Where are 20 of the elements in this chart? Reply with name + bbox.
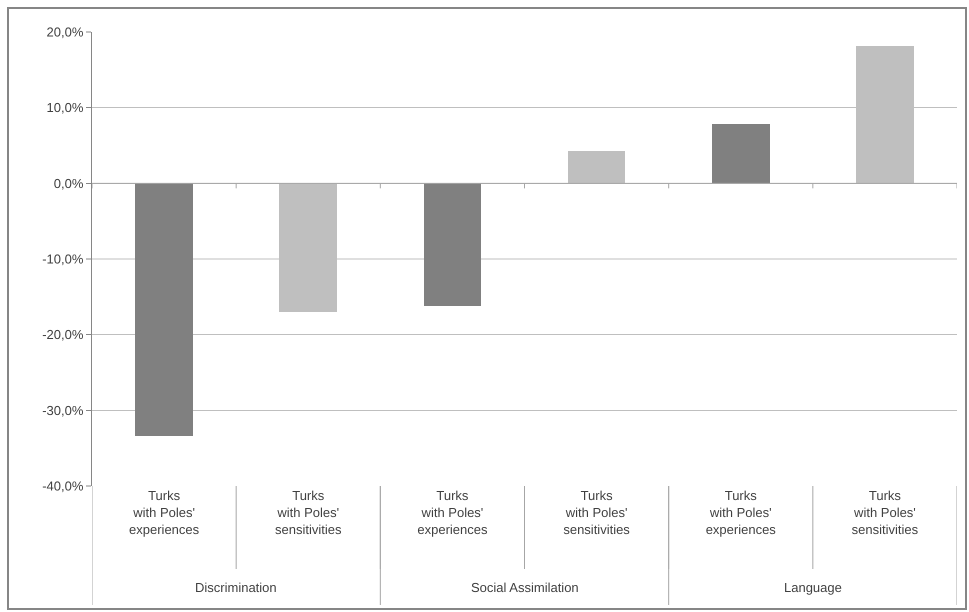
- bar: [712, 124, 770, 183]
- x-tick-label: Turks with Poles' sensitivities: [563, 488, 630, 537]
- y-tick-label: -20,0%: [42, 327, 84, 342]
- y-tick-label: -10,0%: [42, 252, 84, 267]
- text: Social Assimilation: [471, 580, 579, 595]
- y-tick-label: -40,0%: [42, 478, 84, 494]
- y-tick-label: 10,0%: [46, 100, 84, 116]
- text: Language: [784, 580, 842, 595]
- x-tick-label: Turks with Poles' experiences: [129, 488, 200, 537]
- text: Discrimination: [195, 580, 277, 595]
- x-tick-label: Turks with Poles' sensitivities: [275, 488, 342, 537]
- bar: [135, 183, 193, 436]
- x-tick-label: Turks with Poles' experiences: [417, 488, 488, 537]
- y-tick-label: 20,0%: [46, 24, 84, 40]
- bar: [424, 183, 481, 306]
- bar: [568, 151, 625, 183]
- x-tick-label: Turks with Poles' experiences: [706, 488, 776, 537]
- x-tick-label: Turks with Poles' sensitivities: [852, 488, 919, 537]
- y-tick-label: -30,0%: [42, 402, 84, 418]
- y-tick-label: 0,0%: [54, 176, 84, 191]
